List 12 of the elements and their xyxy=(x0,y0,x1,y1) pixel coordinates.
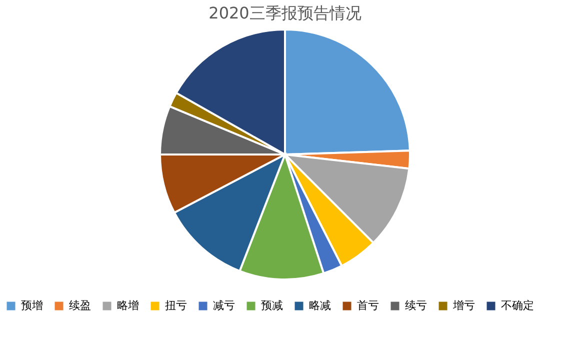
legend-label: 略增 xyxy=(117,299,139,312)
legend-label: 增亏 xyxy=(452,299,475,312)
legend-label: 减亏 xyxy=(213,299,235,312)
legend-label: 续盈 xyxy=(69,299,91,312)
legend-label: 首亏 xyxy=(357,299,379,312)
legend-label: 不确定 xyxy=(501,299,534,312)
legend-label: 略减 xyxy=(309,299,331,312)
legend-label: 预增 xyxy=(21,299,43,312)
legend-label: 续亏 xyxy=(405,299,427,312)
legend-label: 扭亏 xyxy=(165,299,187,312)
legend-label: 预减 xyxy=(261,299,283,312)
chart-title: 2020三季报预告情况 xyxy=(208,4,362,22)
